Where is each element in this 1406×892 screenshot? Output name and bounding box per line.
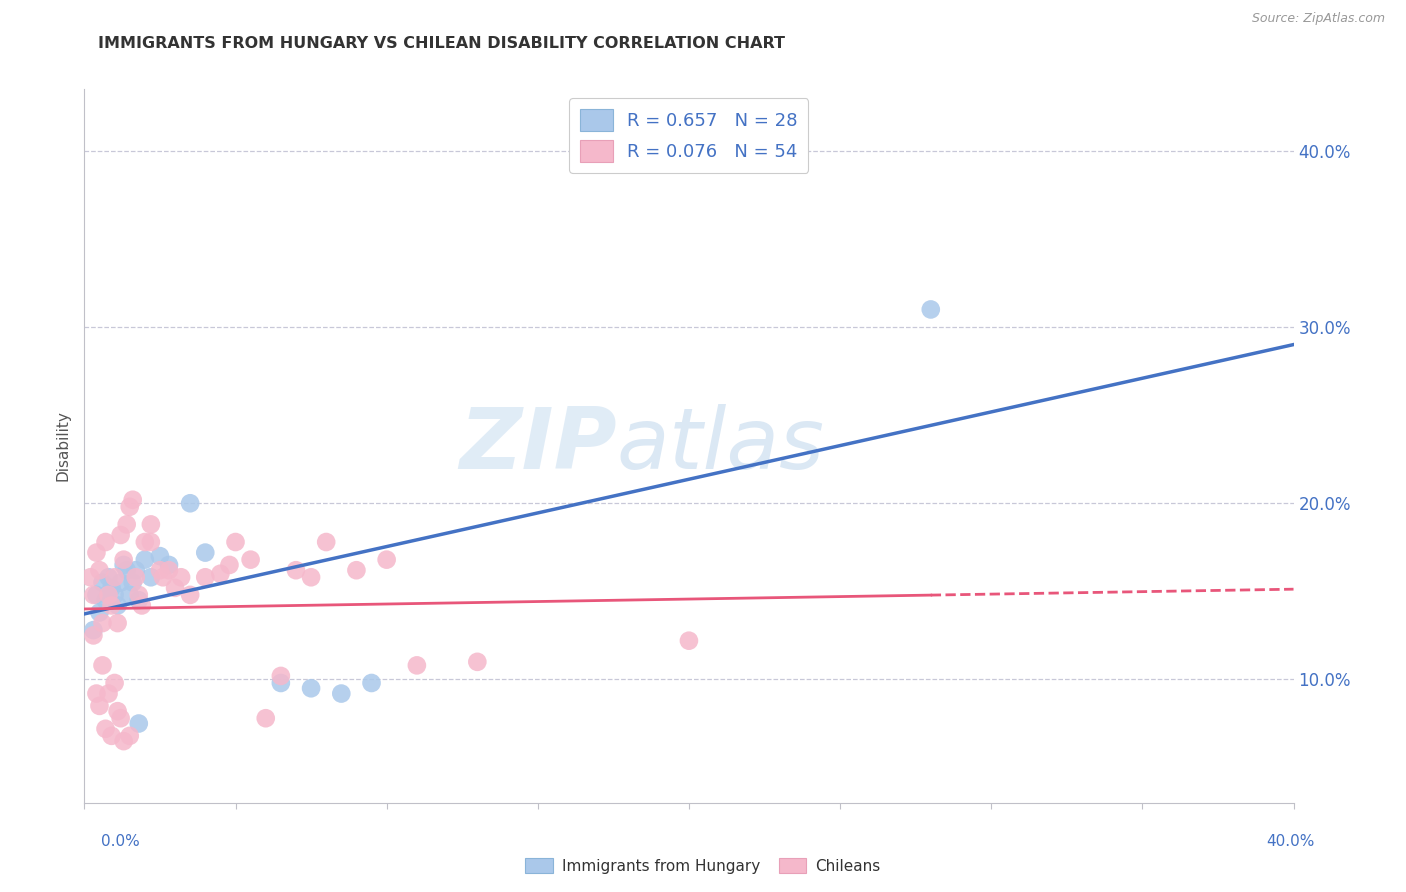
Point [86, 546, 108, 560]
Point [125, 563, 148, 577]
Point [467, 655, 489, 669]
Point [139, 517, 162, 532]
Point [125, 570, 148, 584]
Point [330, 687, 353, 701]
Point [91, 616, 114, 631]
Point [131, 599, 153, 613]
Point [678, 633, 700, 648]
Point [112, 552, 135, 566]
Point [346, 563, 368, 577]
Point [112, 734, 135, 748]
Point [104, 676, 127, 690]
Text: ZIP: ZIP [458, 404, 616, 488]
Point [89, 698, 111, 713]
Point [89, 606, 111, 620]
Point [94, 593, 117, 607]
Point [91, 658, 114, 673]
Point [360, 676, 382, 690]
Point [128, 593, 150, 607]
Point [134, 552, 156, 566]
Point [179, 588, 201, 602]
Point [299, 681, 322, 696]
Point [104, 588, 127, 602]
Point [82, 623, 104, 637]
Text: Source: ZipAtlas.com: Source: ZipAtlas.com [1251, 12, 1385, 25]
Point [270, 669, 292, 683]
Point [97, 588, 120, 602]
Point [100, 599, 122, 613]
Point [225, 535, 247, 549]
Text: IMMIGRANTS FROM HUNGARY VS CHILEAN DISABILITY CORRELATION CHART: IMMIGRANTS FROM HUNGARY VS CHILEAN DISAB… [98, 36, 786, 51]
Point [104, 570, 127, 584]
Point [94, 722, 117, 736]
Text: 0.0%: 0.0% [101, 834, 141, 848]
Point [170, 570, 193, 584]
Point [149, 563, 172, 577]
Point [82, 628, 104, 642]
Text: atlas: atlas [616, 404, 824, 488]
Point [115, 563, 138, 577]
Point [920, 302, 942, 317]
Point [100, 729, 122, 743]
Legend: R = 0.657   N = 28, R = 0.076   N = 54: R = 0.657 N = 28, R = 0.076 N = 54 [569, 98, 808, 173]
Point [82, 588, 104, 602]
Point [375, 552, 398, 566]
Point [218, 558, 240, 572]
Point [107, 704, 129, 718]
Point [112, 558, 135, 572]
Point [128, 588, 150, 602]
Point [118, 588, 141, 602]
Point [139, 535, 162, 549]
Point [121, 575, 143, 590]
Point [270, 676, 292, 690]
Point [179, 496, 201, 510]
Point [115, 517, 138, 532]
Point [165, 581, 187, 595]
Point [152, 570, 174, 584]
Point [79, 570, 101, 584]
Text: 40.0%: 40.0% [1267, 834, 1315, 848]
Point [118, 729, 141, 743]
Point [285, 563, 308, 577]
Point [134, 535, 156, 549]
Point [139, 570, 162, 584]
Y-axis label: Disability: Disability [55, 410, 70, 482]
Point [157, 558, 180, 572]
Point [86, 687, 108, 701]
Point [209, 566, 232, 581]
Point [118, 500, 141, 514]
Point [97, 687, 120, 701]
Point [194, 546, 217, 560]
Point [299, 570, 322, 584]
Point [91, 575, 114, 590]
Point [315, 535, 337, 549]
Point [107, 616, 129, 631]
Point [110, 575, 132, 590]
Point [107, 599, 129, 613]
Point [94, 535, 117, 549]
Point [254, 711, 277, 725]
Point [149, 549, 172, 563]
Point [97, 570, 120, 584]
Point [86, 588, 108, 602]
Legend: Immigrants from Hungary, Chileans: Immigrants from Hungary, Chileans [519, 852, 887, 880]
Point [89, 563, 111, 577]
Point [406, 658, 429, 673]
Point [194, 570, 217, 584]
Point [110, 528, 132, 542]
Point [128, 716, 150, 731]
Point [110, 711, 132, 725]
Point [157, 563, 180, 577]
Point [239, 552, 262, 566]
Point [100, 581, 122, 595]
Point [121, 492, 143, 507]
